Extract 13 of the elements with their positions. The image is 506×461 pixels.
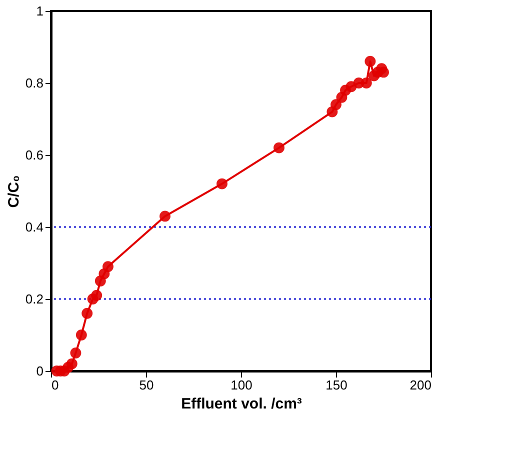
y-axis-title: C/C₀ (5, 175, 22, 208)
x-tick-label: 150 (326, 378, 348, 392)
y-tick-label: 0.4 (25, 220, 44, 234)
x-axis-title: Effluent vol. /cm³ (181, 396, 302, 412)
y-tick-label: 0.8 (25, 76, 44, 90)
x-tick-label: 50 (139, 378, 154, 392)
x-tick-label: 200 (410, 378, 432, 392)
x-tick-label: 100 (230, 378, 252, 392)
y-tick-label: 0.2 (25, 292, 44, 306)
y-tick-label: 1 (36, 4, 44, 18)
x-tick-label: 0 (52, 378, 59, 392)
y-tick-label: 0 (36, 364, 44, 378)
y-tick-label: 0.6 (25, 148, 44, 162)
